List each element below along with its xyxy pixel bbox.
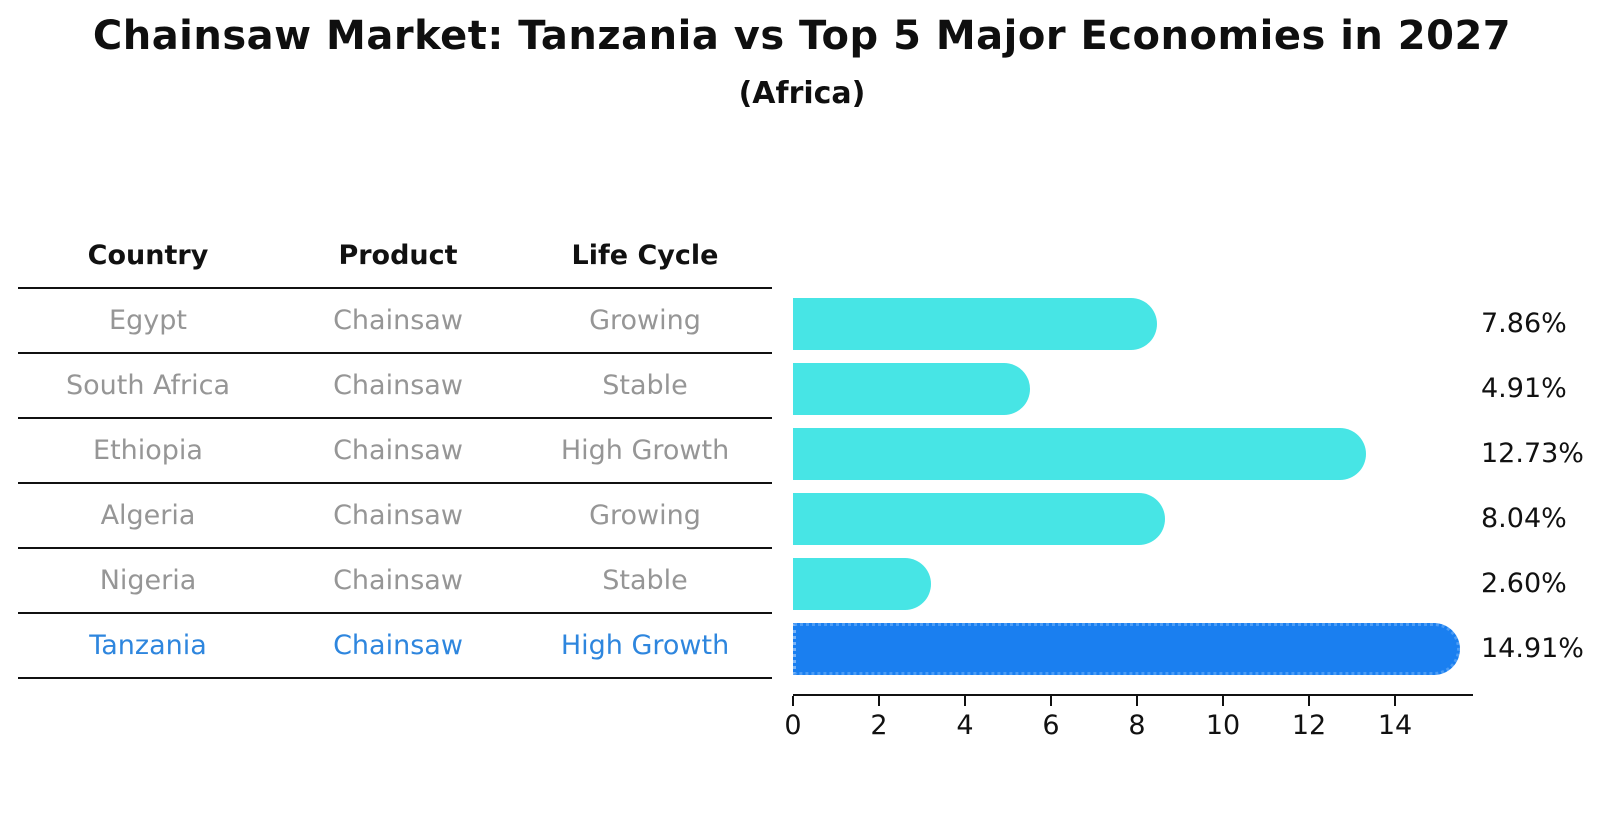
x-axis-tick xyxy=(878,696,880,706)
x-tick-label: 8 xyxy=(1128,710,1146,741)
value-label: 8.04% xyxy=(1481,503,1567,534)
header-country: Country xyxy=(87,239,209,271)
table-row: Egypt Chainsaw Growing xyxy=(18,289,772,354)
bar-nigeria xyxy=(793,558,931,610)
cell-country: Tanzania xyxy=(89,630,207,661)
x-tick-label: 10 xyxy=(1205,710,1241,741)
x-axis-tick xyxy=(1136,696,1138,706)
cell-country: Algeria xyxy=(100,500,196,531)
bar-algeria xyxy=(793,493,1165,545)
x-axis-tick xyxy=(792,696,794,706)
x-tick-label: 0 xyxy=(784,710,802,741)
x-tick-label: 14 xyxy=(1377,710,1413,741)
value-label: 14.91% xyxy=(1481,633,1584,664)
cell-life-cycle: Growing xyxy=(589,305,701,336)
header-life-cycle: Life Cycle xyxy=(571,239,719,271)
x-tick-label: 12 xyxy=(1291,710,1327,741)
x-axis-tick xyxy=(1222,696,1224,706)
chart-subtitle: (Africa) xyxy=(738,76,866,111)
value-label: 2.60% xyxy=(1481,568,1567,599)
table-row: South Africa Chainsaw Stable xyxy=(18,354,772,419)
cell-life-cycle: Stable xyxy=(602,370,688,401)
cell-country: Nigeria xyxy=(99,565,197,596)
cell-product: Chainsaw xyxy=(333,370,463,401)
cell-life-cycle: Growing xyxy=(589,500,701,531)
cell-product: Chainsaw xyxy=(333,435,463,466)
cell-country: South Africa xyxy=(65,370,231,401)
cell-life-cycle: High Growth xyxy=(560,630,730,661)
bar-egypt xyxy=(793,298,1157,350)
table-row-tanzania-highlight: Tanzania Chainsaw High Growth xyxy=(18,614,772,679)
value-label: 7.86% xyxy=(1481,308,1567,339)
table-row: Algeria Chainsaw Growing xyxy=(18,484,772,549)
cell-country: Egypt xyxy=(109,305,187,336)
country-table: Country Product Life Cycle Egypt Chainsa… xyxy=(18,223,772,679)
x-tick-label: 4 xyxy=(956,710,974,741)
table-header-row: Country Product Life Cycle xyxy=(18,223,772,289)
table-row: Nigeria Chainsaw Stable xyxy=(18,549,772,614)
cell-life-cycle: High Growth xyxy=(560,435,730,466)
cell-product: Chainsaw xyxy=(333,565,463,596)
x-tick-label: 6 xyxy=(1042,710,1060,741)
x-axis-tick xyxy=(1308,696,1310,706)
bar-south-africa xyxy=(793,363,1030,415)
x-axis-tick xyxy=(1394,696,1396,706)
value-label: 12.73% xyxy=(1481,438,1584,469)
bar-ethiopia xyxy=(793,428,1366,480)
chart-title: Chainsaw Market: Tanzania vs Top 5 Major… xyxy=(92,13,1512,59)
table-row: Ethiopia Chainsaw High Growth xyxy=(18,419,772,484)
cell-country: Ethiopia xyxy=(93,435,203,466)
value-label: 4.91% xyxy=(1481,373,1567,404)
cell-product: Chainsaw xyxy=(333,630,463,661)
x-axis-tick xyxy=(964,696,966,706)
x-axis-line xyxy=(793,694,1473,696)
bar-tanzania-highlight xyxy=(793,623,1460,675)
x-tick-label: 2 xyxy=(870,710,888,741)
header-product: Product xyxy=(338,239,458,271)
cell-life-cycle: Stable xyxy=(602,565,688,596)
cell-product: Chainsaw xyxy=(333,305,463,336)
x-axis-tick xyxy=(1050,696,1052,706)
cell-product: Chainsaw xyxy=(333,500,463,531)
